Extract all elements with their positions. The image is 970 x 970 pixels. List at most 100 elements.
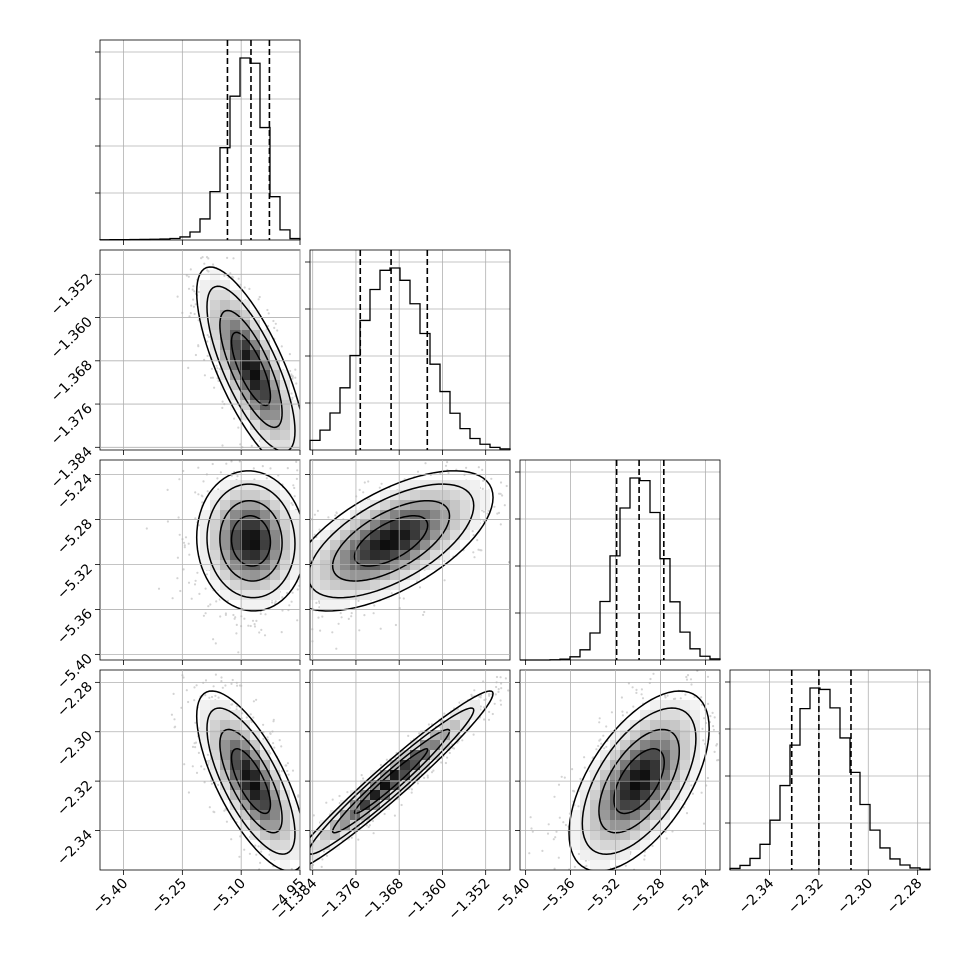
density-cell xyxy=(400,510,410,520)
x-tick-label: −1.368 xyxy=(359,876,407,924)
density-cell xyxy=(360,570,370,580)
density-cell xyxy=(450,520,460,530)
density-cell xyxy=(400,540,410,550)
density-cell xyxy=(600,750,610,760)
density-cell xyxy=(370,790,380,800)
density-cell xyxy=(270,530,280,540)
density-cell xyxy=(360,800,370,810)
x-tick-label: −5.10 xyxy=(207,876,249,918)
density-cell xyxy=(310,850,320,860)
density-cell xyxy=(260,510,270,520)
density-cell xyxy=(230,490,240,500)
density-cell xyxy=(630,750,640,760)
density-cell xyxy=(410,510,420,520)
density-cell xyxy=(380,770,390,780)
x-tick-label: −5.36 xyxy=(537,875,579,917)
density-cell xyxy=(320,570,330,580)
density-cell xyxy=(240,540,250,550)
density-cell xyxy=(610,830,620,840)
density-cell xyxy=(350,800,360,810)
density-cell xyxy=(690,760,700,770)
density-cell xyxy=(620,840,630,850)
density-cell xyxy=(260,420,270,430)
x-tick-label: −1.360 xyxy=(402,876,450,924)
scatter-panel-3-0 xyxy=(99,669,301,871)
density-cell xyxy=(250,420,260,430)
density-cell xyxy=(650,750,660,760)
density-cell xyxy=(620,740,630,750)
density-cell xyxy=(590,800,600,810)
density-cell xyxy=(640,780,650,790)
panel-content xyxy=(145,460,300,654)
density-cell xyxy=(270,570,280,580)
density-cell xyxy=(200,280,210,290)
density-cell xyxy=(280,790,290,800)
density-cell xyxy=(600,810,610,820)
density-cell xyxy=(480,500,490,510)
density-cell xyxy=(610,810,620,820)
density-cell xyxy=(390,510,400,520)
density-cell xyxy=(620,770,630,780)
density-cell xyxy=(230,350,240,360)
density-cell xyxy=(450,530,460,540)
density-cell xyxy=(260,770,270,780)
density-cell xyxy=(580,790,590,800)
density-cell xyxy=(230,740,240,750)
density-cell xyxy=(330,570,340,580)
density-cell xyxy=(250,340,260,350)
density-cell xyxy=(350,810,360,820)
density-cell xyxy=(630,730,640,740)
density-cell xyxy=(270,380,280,390)
density-cell xyxy=(590,760,600,770)
density-cell xyxy=(570,830,580,840)
density-cell xyxy=(270,360,280,370)
density-cell xyxy=(440,720,450,730)
density-cell xyxy=(230,730,240,740)
y-tick-label: −2.34 xyxy=(54,827,96,869)
contour-0 xyxy=(230,748,272,815)
density-cell xyxy=(410,530,420,540)
density-cell xyxy=(630,800,640,810)
density-cell xyxy=(230,340,240,350)
density-cell xyxy=(360,780,370,790)
density-cell xyxy=(280,800,290,810)
density-cell xyxy=(630,780,640,790)
density-cell xyxy=(640,840,650,850)
density-cell xyxy=(470,500,480,510)
density-cell xyxy=(240,490,250,500)
density-cell xyxy=(440,480,450,490)
density-cell xyxy=(230,390,240,400)
density-cell xyxy=(200,560,210,570)
density-cell xyxy=(220,710,230,720)
density-cell xyxy=(260,600,270,610)
density-cell xyxy=(330,830,340,840)
x-tick-label: −2.28 xyxy=(884,876,926,918)
density-cell xyxy=(650,740,660,750)
density-cell xyxy=(220,330,230,340)
density-cell xyxy=(470,710,480,720)
density-cell xyxy=(210,490,220,500)
density-cell xyxy=(240,600,250,610)
density-cell xyxy=(430,550,440,560)
density-cell xyxy=(290,510,300,520)
density-cell xyxy=(670,790,680,800)
density-cell xyxy=(230,540,240,550)
density-cell xyxy=(260,390,270,400)
density-cell xyxy=(460,530,470,540)
contour-1 xyxy=(219,499,283,582)
density-cell xyxy=(280,830,290,840)
density-cell xyxy=(380,530,390,540)
density-cell xyxy=(370,520,380,530)
density-cell xyxy=(360,510,370,520)
density-cell xyxy=(390,570,400,580)
density-cell xyxy=(250,530,260,540)
density-cell xyxy=(340,530,350,540)
density-cell xyxy=(270,820,280,830)
density-cell xyxy=(370,770,380,780)
density-cell xyxy=(660,700,670,710)
density-cell xyxy=(310,840,320,850)
x-tick-label: −2.34 xyxy=(736,875,778,917)
contour-3 xyxy=(568,690,710,870)
density-cell xyxy=(320,540,330,550)
density-cell xyxy=(640,750,650,760)
